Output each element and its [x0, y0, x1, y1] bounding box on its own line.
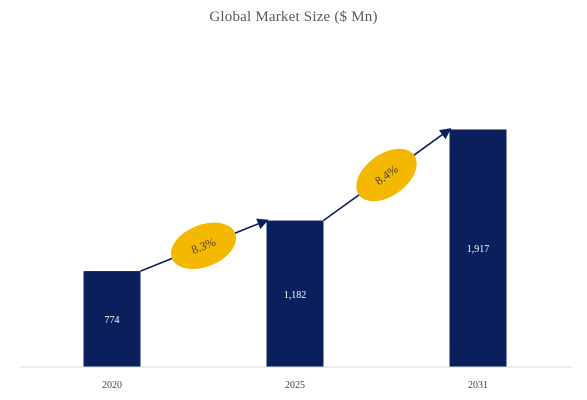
x-tick-label-2031: 2031 — [468, 380, 488, 391]
cagr-badge-2025-2031: 8.4% — [356, 148, 417, 202]
cagr-badge-ellipse — [356, 148, 417, 202]
bar-2020 — [83, 271, 141, 367]
x-tick-label-2020: 2020 — [102, 380, 122, 391]
x-tick-label-2025: 2025 — [285, 380, 305, 391]
data-label-2020: 774 — [105, 315, 120, 326]
data-label-2025: 1,182 — [284, 290, 307, 301]
bar-2031 — [449, 129, 507, 367]
data-label-2031: 1,917 — [467, 244, 490, 255]
cagr-badge-2020-2025: 8.3% — [170, 222, 237, 270]
cagr-badge-ellipse — [170, 222, 237, 270]
chart-title: Global Market Size ($ Mn) — [209, 9, 378, 25]
bar-2025 — [266, 220, 324, 367]
